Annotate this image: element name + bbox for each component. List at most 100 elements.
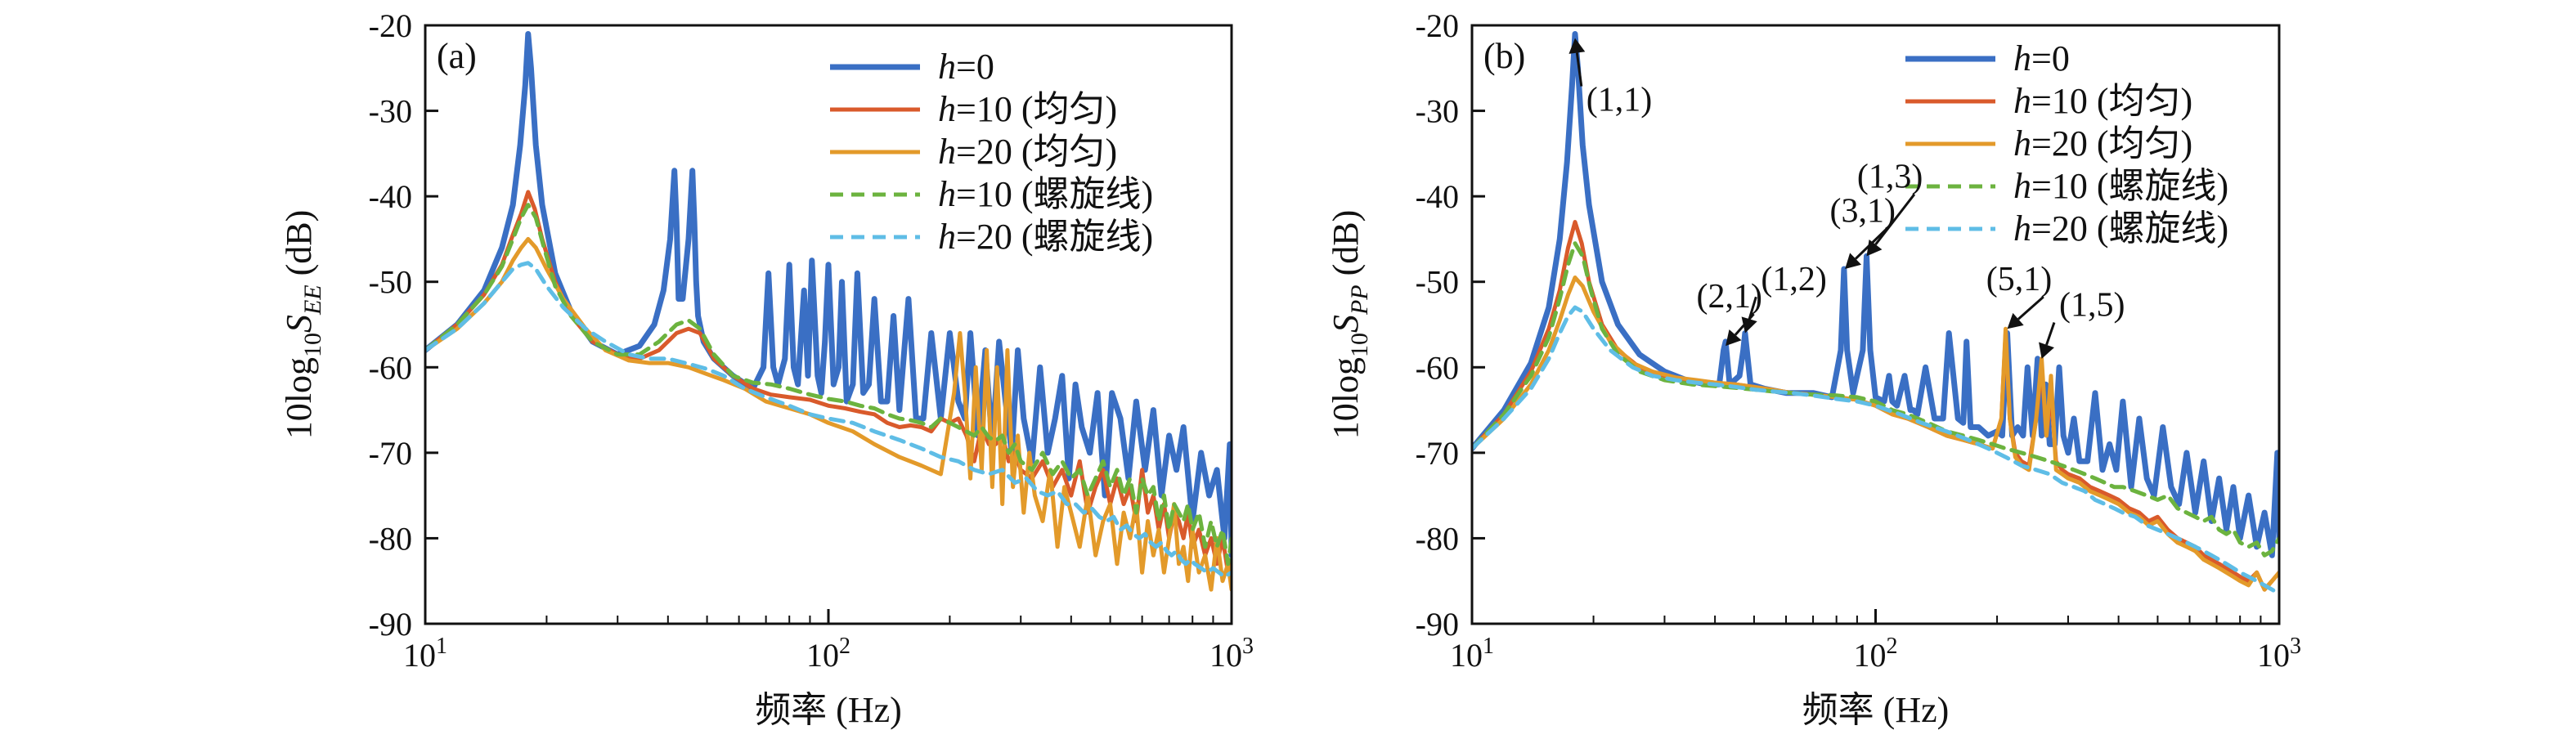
- annotation-arrow-head: [1568, 38, 1586, 54]
- y-tick-label: -40: [369, 178, 412, 215]
- y-tick-label: -50: [369, 264, 412, 301]
- legend-var: h: [2013, 208, 2031, 249]
- y-axis-label: 10log10SEE (dB): [279, 210, 326, 440]
- y-label-symbol-sub: EE: [299, 284, 326, 316]
- panel-label: (b): [1483, 36, 1525, 76]
- series-line-4: [1472, 305, 2279, 596]
- x-tick-exponent: 2: [1887, 634, 1898, 659]
- y-label-base: 10log: [279, 357, 319, 439]
- x-tick-label: 103: [2257, 634, 2301, 674]
- x-axis-label: 频率 (Hz): [1802, 690, 1950, 730]
- annotation-arrow-shaft: [1874, 193, 1916, 246]
- y-tick-label: -30: [1416, 93, 1459, 130]
- y-label-base: 10log: [1326, 357, 1366, 439]
- x-axis-label: 频率 (Hz): [755, 690, 902, 730]
- annotation-arrow-head: [1741, 316, 1757, 334]
- y-tick-label: -60: [369, 349, 412, 386]
- x-tick-exponent: 2: [839, 634, 850, 659]
- x-tick-exponent: 3: [1242, 634, 1254, 659]
- y-tick-label: -30: [369, 93, 412, 130]
- series-group: [425, 31, 1232, 592]
- annotation-label: (3,1): [1829, 193, 1895, 231]
- annotation-arrow-head: [2039, 342, 2054, 359]
- annotation-arrow-shaft: [2045, 322, 2056, 346]
- annotation-label: (1,5): [2059, 287, 2125, 325]
- series-line-2: [425, 236, 1232, 592]
- x-tick-base: 10: [1854, 637, 1887, 674]
- series-line-3: [425, 203, 1232, 567]
- x-tick-exponent: 3: [2290, 634, 2301, 659]
- series-line-3: [1472, 241, 2279, 558]
- legend-text: =20 (螺旋线): [956, 217, 1153, 257]
- x-tick-base: 10: [403, 637, 436, 674]
- y-label-base-sub: 10: [299, 333, 326, 357]
- legend-label-3: h=10 (螺旋线): [2013, 166, 2228, 206]
- legend-label-2: h=20 (均匀): [938, 132, 1117, 172]
- legend-label-4: h=20 (螺旋线): [938, 217, 1153, 257]
- annotation-arrow-shaft: [1748, 296, 1757, 320]
- annotation-arrow-shaft: [1575, 52, 1583, 87]
- legend-text: =10 (均匀): [2031, 81, 2192, 121]
- legend-var: h: [2013, 166, 2031, 206]
- x-tick-label: 101: [1450, 634, 1494, 674]
- legend: h=0h=10 (均匀)h=20 (均匀)h=10 (螺旋线)h=20 (螺旋线…: [830, 47, 1153, 257]
- legend: h=0h=10 (均匀)h=20 (均匀)h=10 (螺旋线)h=20 (螺旋线…: [1905, 38, 2228, 249]
- annotation-label: (1,1): [1586, 82, 1652, 119]
- annotation-label: (1,3): [1857, 159, 1923, 196]
- annotation-arrow-head: [1866, 239, 1883, 257]
- legend-label-4: h=20 (螺旋线): [2013, 208, 2228, 249]
- legend-label-3: h=10 (螺旋线): [938, 174, 1153, 214]
- y-tick-label: -90: [369, 606, 412, 643]
- x-tick-base: 10: [1450, 637, 1483, 674]
- annotation-label: (1,2): [1761, 261, 1826, 298]
- y-tick-label: -40: [1416, 178, 1459, 215]
- y-tick-label: -80: [369, 520, 412, 557]
- y-tick-label: -50: [1416, 264, 1459, 301]
- y-tick-label: -20: [1416, 7, 1459, 44]
- legend-var: h: [938, 89, 956, 129]
- y-label-symbol: S: [279, 315, 319, 333]
- x-tick-label: 102: [806, 634, 850, 674]
- x-tick-base: 10: [806, 637, 839, 674]
- x-tick-label: 103: [1209, 634, 1254, 674]
- legend-var: h: [938, 132, 956, 172]
- legend-label-2: h=20 (均匀): [2013, 123, 2192, 163]
- legend-text: =10 (螺旋线): [956, 174, 1153, 214]
- legend-label-1: h=10 (均匀): [938, 89, 1117, 129]
- y-tick-label: -60: [1416, 349, 1459, 386]
- series-line-4: [425, 261, 1232, 579]
- y-tick-label: -80: [1416, 520, 1459, 557]
- panel-label: (a): [437, 36, 477, 76]
- legend-var: h: [938, 174, 956, 214]
- x-tick-label: 101: [403, 634, 447, 674]
- y-tick-label: -70: [1416, 435, 1459, 472]
- y-label-symbol: S: [1326, 315, 1366, 333]
- legend-var: h: [2013, 123, 2031, 163]
- legend-var: h: [2013, 38, 2031, 78]
- annotation-label: (5,1): [1986, 261, 2052, 298]
- x-tick-label: 102: [1854, 634, 1898, 674]
- y-tick-label: -90: [1416, 606, 1459, 643]
- legend-text: =20 (均匀): [2031, 123, 2192, 163]
- legend-text: =20 (螺旋线): [2031, 208, 2228, 249]
- y-label-base-sub: 10: [1346, 333, 1373, 357]
- x-tick-exponent: 1: [436, 634, 447, 659]
- y-label-unit: (dB): [1326, 210, 1366, 285]
- legend-text: =0: [956, 47, 994, 87]
- x-tick-base: 10: [2257, 637, 2290, 674]
- y-axis-label: 10log10SPP (dB): [1326, 210, 1373, 440]
- y-label-unit: (dB): [279, 210, 319, 285]
- x-tick-exponent: 1: [1483, 634, 1494, 659]
- legend-var: h: [2013, 81, 2031, 121]
- y-tick-label: -70: [369, 435, 412, 472]
- legend-label-0: h=0: [2013, 38, 2070, 78]
- annotation-arrow-shaft: [2017, 296, 2044, 320]
- annotation-arrow-head: [2007, 312, 2024, 329]
- y-label-symbol-sub: PP: [1346, 284, 1373, 316]
- y-tick-label: -20: [369, 7, 412, 44]
- legend-var: h: [938, 47, 956, 87]
- legend-text: =0: [2031, 38, 2070, 78]
